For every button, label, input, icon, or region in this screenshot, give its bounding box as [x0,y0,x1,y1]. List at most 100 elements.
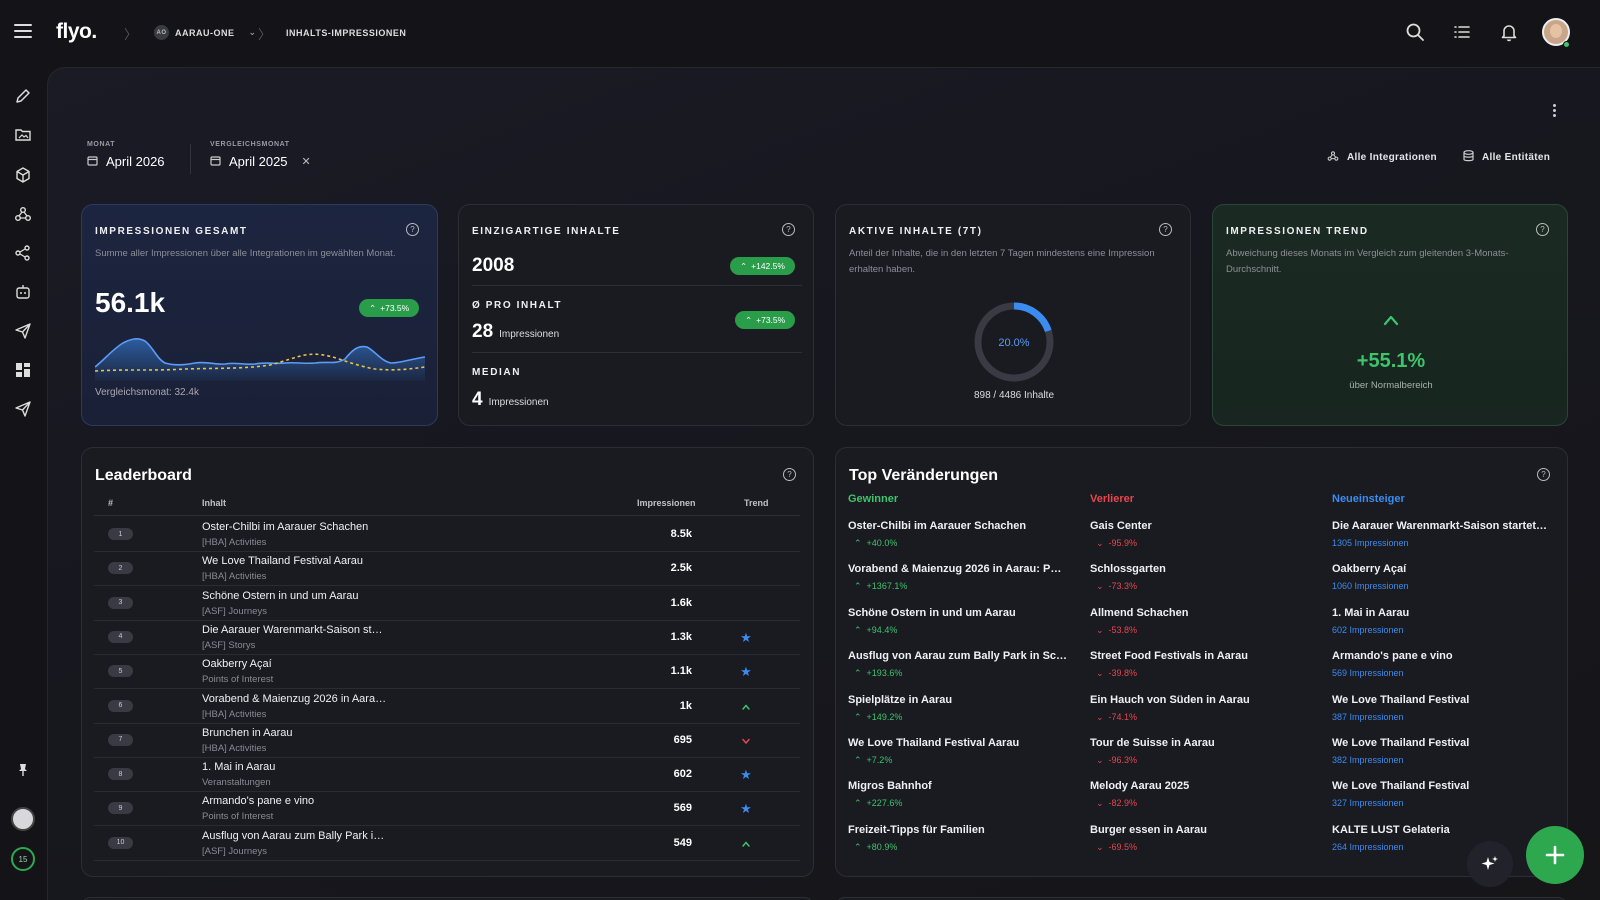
help-icon[interactable]: ? [1159,223,1172,236]
item-name[interactable]: Street Food Festivals in Aarau [1090,650,1248,663]
breadcrumb-org[interactable]: AO AARAU-ONE ⌄ [154,25,257,40]
compare-month-filter[interactable]: VERGLEICHSMONAT April 2025 ✕ [210,141,311,169]
list-item[interactable]: Gais Center ⌄ -95.9% [1090,520,1310,549]
robot-icon[interactable] [14,283,32,301]
item-name[interactable]: Burger essen in Aarau [1090,823,1207,836]
item-name[interactable]: Ein Hauch von Süden in Aarau [1090,693,1250,706]
item-name[interactable]: Schöne Ostern in und um Aarau [848,606,1016,619]
list-item[interactable]: Tour de Suisse in Aarau ⌄ -96.3% [1090,737,1310,766]
list-item[interactable]: We Love Thailand Festival 382 Impressione… [1332,737,1552,765]
item-name[interactable]: Allmend Schachen [1090,606,1189,619]
pencil-icon[interactable] [14,87,32,105]
content-title[interactable]: 1. Mai in Aarau [202,761,276,774]
bell-icon[interactable] [1499,22,1519,42]
entities-filter[interactable]: Alle Entitäten [1463,150,1550,165]
month-filter[interactable]: MONAT April 2026 [87,141,165,169]
content-title[interactable]: Die Aarauer Warenmarkt-Saison st… [202,623,383,636]
search-icon[interactable] [1405,22,1425,42]
menu-icon[interactable] [14,24,32,40]
content-title[interactable]: Ausflug von Aarau zum Bally Park i… [202,829,385,842]
help-icon[interactable]: ? [782,223,795,236]
item-name[interactable]: We Love Thailand Festival [1332,737,1470,749]
table-row[interactable]: 10 Ausflug von Aarau zum Bally Park i… [AS… [94,827,800,861]
content-title[interactable]: Vorabend & Maienzug 2026 in Aara… [202,692,387,705]
item-name[interactable]: Tour de Suisse in Aarau [1090,737,1215,749]
list-item[interactable]: Migros Bahnhof ⌃ +227.6% [848,780,1068,809]
task-list-icon[interactable] [1452,22,1472,42]
dashboard-icon[interactable] [14,361,32,379]
list-item[interactable]: Schöne Ostern in und um Aarau ⌃ +94.4% [848,607,1068,636]
table-row[interactable]: 1 Oster-Chilbi im Aarauer Schachen [HBA] A… [94,518,800,552]
content-title[interactable]: Schöne Ostern in und um Aarau [202,589,359,602]
list-item[interactable]: Freizeit-Tipps für Familien ⌃ +80.9% [848,824,1068,853]
workspace-avatar[interactable] [11,807,35,831]
folder-image-icon[interactable] [14,126,32,144]
list-item[interactable]: Schlossgarten ⌄ -73.3% [1090,563,1310,592]
item-name[interactable]: Freizeit-Tipps für Familien [848,823,985,836]
list-item[interactable]: Spielplätze in Aarau ⌃ +149.2% [848,694,1068,723]
item-name[interactable]: Vorabend & Maienzug 2026 in Aarau: P… [848,563,1062,576]
pin-icon[interactable] [14,761,32,779]
help-icon[interactable]: ? [406,223,419,236]
list-item[interactable]: Armando's pane e vino 569 Impressionen [1332,650,1552,678]
list-item[interactable]: KALTE LUST Gelateria 264 Impressionen [1332,824,1552,852]
content-title[interactable]: Brunchen in Aarau [202,726,293,739]
list-item[interactable]: We Love Thailand Festival 387 Impressione… [1332,694,1552,722]
table-row[interactable]: 3 Schöne Ostern in und um Aarau [ASF] Jour… [94,587,800,621]
table-row[interactable]: 2 We Love Thailand Festival Aarau [HBA] Ac… [94,552,800,587]
item-name[interactable]: Armando's pane e vino [1332,650,1453,663]
list-item[interactable]: Ausflug von Aarau zum Bally Park in Sc… ⌃… [848,650,1068,679]
list-item[interactable]: Street Food Festivals in Aarau ⌄ -39.8% [1090,650,1310,679]
content-title[interactable]: We Love Thailand Festival Aarau [202,555,364,568]
item-name[interactable]: Oakberry Açaí [1332,563,1407,576]
more-options-icon[interactable] [1550,104,1558,120]
item-name[interactable]: Ausflug von Aarau zum Bally Park in Sc… [848,650,1068,663]
help-icon[interactable]: ? [783,468,796,481]
help-icon[interactable]: ? [1537,468,1550,481]
table-row[interactable]: 5 Oakberry Açaí Points of Interest 1.1k ★ [94,655,800,690]
col-header-content[interactable]: Inhalt [202,498,226,508]
webhook-icon[interactable] [14,205,32,223]
list-item[interactable]: Burger essen in Aarau ⌄ -69.5% [1090,824,1310,853]
send-icon[interactable] [14,322,32,340]
table-row[interactable]: 8 1. Mai in Aarau Veranstaltungen 602 ★ [94,758,800,793]
col-header-impressions[interactable]: Impressionen [637,498,696,508]
content-title[interactable]: Oster-Chilbi im Aarauer Schachen [202,521,369,533]
content-title[interactable]: Oakberry Açaí [202,658,272,671]
integrations-filter[interactable]: Alle Integrationen [1327,150,1437,165]
item-name[interactable]: Oster-Chilbi im Aarauer Schachen [848,520,1027,532]
table-row[interactable]: 4 Die Aarauer Warenmarkt-Saison st… [ASF] … [94,621,800,655]
item-name[interactable]: We Love Thailand Festival [1332,780,1470,793]
item-name[interactable]: Spielplätze in Aarau [848,693,953,706]
item-name[interactable]: 1. Mai in Aarau [1332,606,1410,619]
app-logo[interactable]: flyo. [56,20,97,43]
send-icon[interactable] [14,400,32,418]
item-name[interactable]: Migros Bahnhof [848,780,932,793]
item-name[interactable]: We Love Thailand Festival Aarau [848,737,1020,749]
ai-sparkle-button[interactable] [1467,841,1513,887]
list-item[interactable]: Ein Hauch von Süden in Aarau ⌄ -74.1% [1090,694,1310,723]
add-button[interactable] [1526,826,1584,884]
close-icon[interactable]: ✕ [301,156,311,168]
counter-badge[interactable]: 15 [11,847,35,871]
table-row[interactable]: 7 Brunchen in Aarau [HBA] Activities 695 [94,724,800,758]
list-item[interactable]: We Love Thailand Festival Aarau ⌃ +7.2% [848,737,1068,766]
item-name[interactable]: KALTE LUST Gelateria [1332,823,1450,836]
list-item[interactable]: Vorabend & Maienzug 2026 in Aarau: P… ⌃ +1… [848,563,1068,592]
item-name[interactable]: Die Aarauer Warenmarkt-Saison startet… [1332,520,1547,532]
cube-icon[interactable] [14,166,32,184]
item-name[interactable]: Melody Aarau 2025 [1090,780,1190,793]
list-item[interactable]: We Love Thailand Festival 327 Impressione… [1332,780,1552,808]
list-item[interactable]: Melody Aarau 2025 ⌄ -82.9% [1090,780,1310,809]
list-item[interactable]: Die Aarauer Warenmarkt-Saison startet… 13… [1332,520,1552,548]
list-item[interactable]: Oakberry Açaí 1060 Impressionen [1332,563,1552,591]
list-item[interactable]: 1. Mai in Aarau 602 Impressionen [1332,607,1552,635]
item-name[interactable]: Schlossgarten [1090,563,1166,576]
content-title[interactable]: Armando's pane e vino [202,795,315,808]
table-row[interactable]: 6 Vorabend & Maienzug 2026 in Aara… [HBA] … [94,690,800,724]
list-item[interactable]: Oster-Chilbi im Aarauer Schachen ⌃ +40.0% [848,520,1068,549]
table-row[interactable]: 9 Armando's pane e vino Points of Interest… [94,792,800,827]
item-name[interactable]: We Love Thailand Festival [1332,693,1470,706]
item-name[interactable]: Gais Center [1090,520,1152,532]
share-icon[interactable] [14,244,32,262]
